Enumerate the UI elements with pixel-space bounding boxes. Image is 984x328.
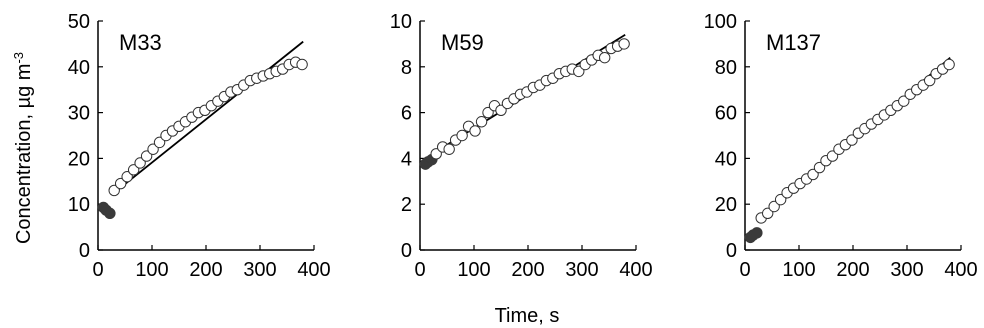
y-tick-label: 10: [68, 194, 90, 216]
y-tick-label: 6: [401, 103, 412, 125]
data-point-open: [768, 200, 780, 213]
chart-panel-m33: 0 100 200 300 400 0 10 20 30 40 50 M33: [68, 11, 331, 281]
x-tick-label: 100: [782, 259, 815, 281]
data-point-open: [443, 143, 455, 155]
x-tick-label: 200: [511, 259, 544, 281]
data-point-open: [923, 74, 936, 87]
data-point-open: [761, 207, 774, 220]
panel-title: M33: [119, 30, 162, 55]
data-point-open: [147, 143, 159, 155]
y-tick-label: 10: [390, 11, 412, 33]
y-tick-label: 80: [715, 57, 737, 79]
y-tick-label: 4: [401, 148, 412, 170]
y-tick-label: 0: [79, 240, 90, 262]
x-tick-label: 400: [944, 259, 977, 281]
x-tick-label: 0: [92, 259, 103, 281]
y-tick-label: 2: [401, 194, 412, 216]
y-axis-title: Concentration, µg m-3: [11, 52, 35, 244]
panel-title: M137: [766, 30, 821, 55]
data-point-open: [469, 125, 481, 137]
x-tick-label: 100: [135, 259, 168, 281]
y-tick-label: 50: [68, 11, 90, 33]
data-point-open: [774, 193, 787, 206]
data-point-open: [456, 129, 468, 142]
data-point-open: [898, 95, 910, 107]
x-tick-label: 0: [739, 259, 750, 281]
y-tick-label: 60: [715, 103, 737, 125]
data-point-open: [495, 104, 507, 117]
y-tick-label: 20: [715, 194, 737, 216]
y-axis-title-main: Concentration, µg m: [13, 64, 35, 245]
data-point-open: [846, 134, 858, 146]
data-point-open: [475, 116, 488, 128]
data-point-filled: [751, 227, 763, 239]
x-tick-label: 400: [297, 259, 330, 281]
x-tick-label: 200: [836, 259, 869, 281]
data-point-open: [813, 161, 826, 174]
data-point-open: [618, 38, 630, 50]
data-point-open: [598, 51, 611, 64]
x-tick-label: 400: [619, 259, 652, 281]
y-tick-label: 0: [401, 240, 412, 262]
x-tick-label: 300: [243, 259, 276, 281]
data-point-open: [153, 136, 166, 149]
y-tick-label: 0: [726, 240, 737, 262]
chart-panel-m59: 0 100 200 300 400 0 2 4 6 8 10 M59: [390, 11, 653, 281]
data-point-open: [943, 58, 955, 71]
data-point-open: [121, 171, 133, 183]
data-point-open: [108, 184, 120, 197]
data-point-open: [140, 150, 153, 162]
data-point-open: [114, 177, 127, 190]
data-point-open: [807, 168, 819, 181]
x-tick-label: 300: [890, 259, 923, 281]
data-point-open: [430, 148, 442, 160]
x-tick-label: 0: [414, 259, 425, 281]
y-tick-label: 40: [68, 57, 90, 79]
x-tick-label: 100: [457, 259, 490, 281]
panel-title: M59: [441, 30, 484, 55]
x-tick-label: 200: [189, 259, 222, 281]
y-tick-label: 100: [704, 11, 737, 33]
x-axis-title: Time, s: [495, 305, 560, 327]
chart-panel-m137: 0 100 200 300 400 0 20 40 60 80 100 M137: [704, 11, 978, 281]
data-point-open: [826, 150, 839, 162]
x-tick-label: 300: [565, 259, 598, 281]
data-point-filled: [104, 207, 116, 220]
y-tick-label: 40: [715, 148, 737, 170]
data-point-open: [482, 106, 494, 119]
y-tick-label: 8: [401, 57, 412, 79]
y-axis-title-superscript: -3: [11, 52, 26, 64]
data-point-open: [573, 65, 585, 78]
data-point-open: [296, 58, 308, 71]
y-tick-label: 30: [68, 103, 90, 125]
data-point-open: [134, 157, 146, 169]
fit-line: [113, 40, 304, 194]
data-point-open: [127, 164, 140, 176]
y-tick-label: 20: [68, 148, 90, 170]
